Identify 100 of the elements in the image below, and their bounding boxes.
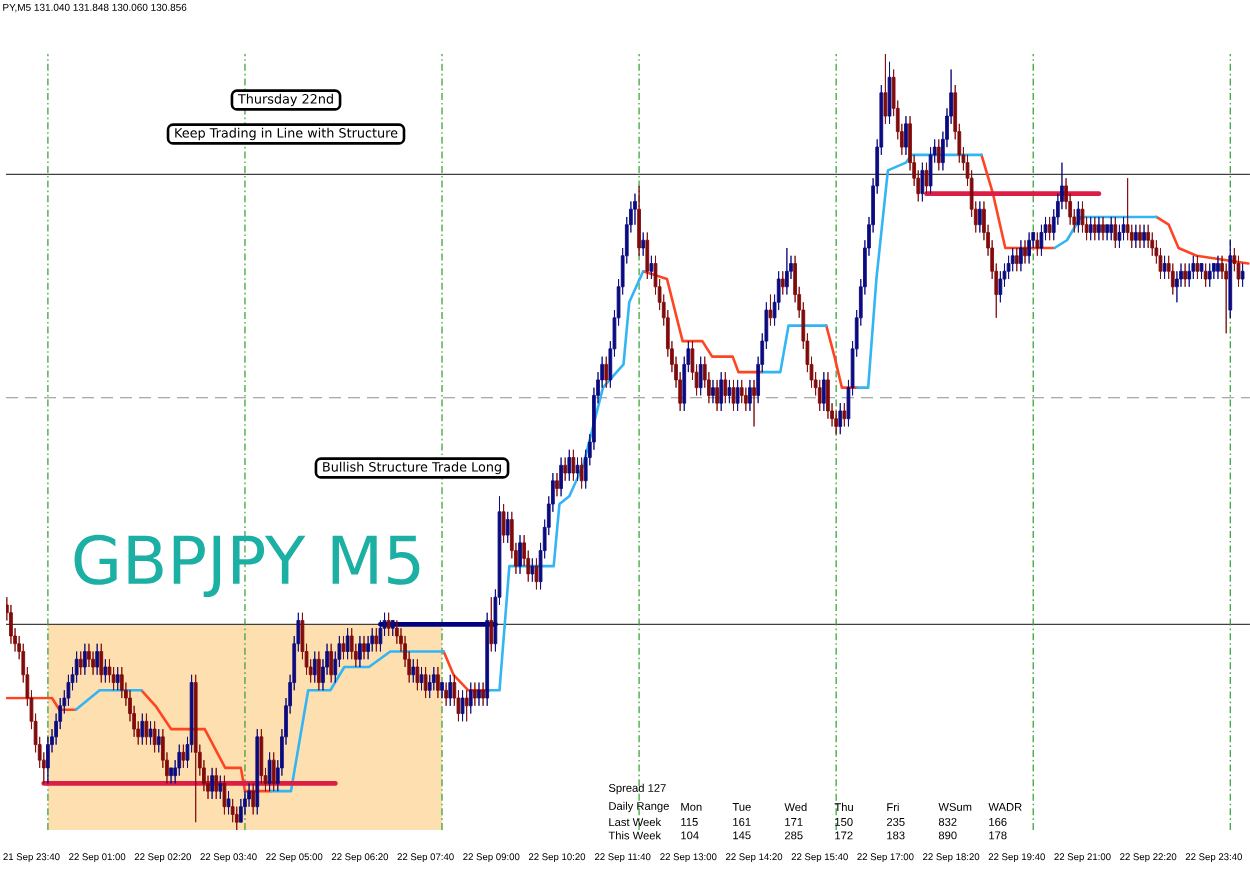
candlestick — [1183, 263, 1187, 288]
candlestick — [358, 635, 362, 668]
candlestick — [518, 534, 522, 575]
candlestick — [920, 162, 925, 202]
candlestick — [91, 651, 95, 676]
candlestick — [169, 767, 173, 784]
candlestick — [715, 379, 719, 412]
candlestick — [1113, 216, 1118, 249]
candlestick — [218, 775, 223, 800]
candlestick — [140, 713, 145, 746]
candlestick — [505, 511, 510, 544]
candlestick — [464, 689, 469, 722]
candlestick — [1080, 200, 1085, 233]
candlestick — [555, 472, 559, 497]
candlestick — [46, 736, 50, 784]
candlestick — [1170, 263, 1175, 296]
candlestick — [1014, 247, 1019, 272]
candlestick — [1035, 232, 1040, 257]
candlestick — [711, 379, 715, 404]
candlestick — [271, 751, 276, 792]
candlestick — [78, 651, 83, 676]
candlestick — [731, 379, 736, 412]
candlestick — [579, 457, 584, 489]
candlestick — [1125, 177, 1130, 241]
candlestick — [739, 379, 744, 404]
candlestick — [821, 371, 826, 412]
candlestick — [1039, 224, 1044, 257]
candlestick — [226, 790, 231, 815]
candlestick — [234, 806, 239, 831]
candlestick — [374, 627, 379, 652]
candlestick — [419, 666, 424, 691]
candlestick — [1117, 224, 1122, 249]
candlestick — [534, 557, 539, 590]
candlestick — [1019, 239, 1023, 272]
candlestick — [530, 557, 535, 583]
candlestick — [817, 379, 822, 412]
candlestick — [9, 604, 13, 645]
candlestick — [735, 379, 740, 412]
candlestick — [1146, 224, 1151, 249]
candlestick — [834, 410, 838, 435]
candlestick — [1006, 255, 1011, 280]
candlestick — [366, 635, 370, 660]
candlestick — [743, 387, 748, 412]
candlestick — [477, 682, 481, 707]
candlestick — [349, 627, 354, 660]
candlestick — [633, 193, 637, 226]
candlestick — [312, 651, 317, 683]
candlestick — [1199, 263, 1204, 280]
candlestick — [156, 728, 161, 753]
candlestick — [460, 689, 465, 722]
candlestick — [1121, 216, 1126, 241]
candlestick — [489, 596, 494, 652]
candlestick — [1162, 255, 1167, 280]
candlestick — [752, 379, 756, 427]
candlestick — [838, 402, 843, 435]
candlestick — [152, 720, 157, 753]
candlestick — [144, 713, 149, 746]
candlestick — [1023, 239, 1027, 264]
candlestick — [826, 371, 830, 420]
candlestick — [247, 782, 251, 808]
candlestick — [444, 682, 448, 707]
candlestick — [107, 658, 112, 683]
candlestick — [267, 751, 272, 792]
candlestick — [563, 457, 568, 482]
candlestick — [936, 138, 941, 171]
candlestick — [103, 658, 108, 683]
candlestick — [719, 371, 724, 412]
candlestick — [362, 635, 366, 660]
candlestick — [239, 798, 243, 823]
candlestick — [448, 674, 453, 707]
candlestick — [883, 53, 888, 125]
candlestick — [649, 255, 654, 280]
candlestick — [1228, 239, 1233, 319]
candlestick — [329, 643, 334, 683]
candlestick — [924, 162, 929, 195]
candlestick — [727, 379, 732, 404]
candlestick — [1203, 263, 1208, 288]
candlestick — [1158, 247, 1163, 280]
candlestick — [243, 790, 247, 815]
candlestick — [214, 767, 219, 800]
candlestick — [1101, 216, 1105, 241]
candlestick — [641, 232, 646, 257]
candlestick — [1142, 224, 1146, 249]
candlestick — [177, 744, 182, 777]
candlestick — [637, 185, 641, 257]
candlestick — [1027, 232, 1031, 264]
candlestick — [928, 146, 933, 195]
candlestick — [1216, 255, 1220, 280]
candlestick — [370, 627, 375, 652]
candlestick — [1109, 216, 1114, 241]
candlestick — [386, 612, 391, 637]
candlestick — [1195, 255, 1200, 280]
candlestick — [575, 457, 580, 482]
annotation: GBPJPY M5 — [74, 534, 420, 598]
candlestick — [411, 658, 416, 683]
candlestick — [604, 356, 609, 389]
candlestick — [501, 503, 506, 544]
candlestick — [887, 61, 892, 125]
candlestick — [341, 635, 346, 660]
candlestick — [95, 643, 100, 676]
